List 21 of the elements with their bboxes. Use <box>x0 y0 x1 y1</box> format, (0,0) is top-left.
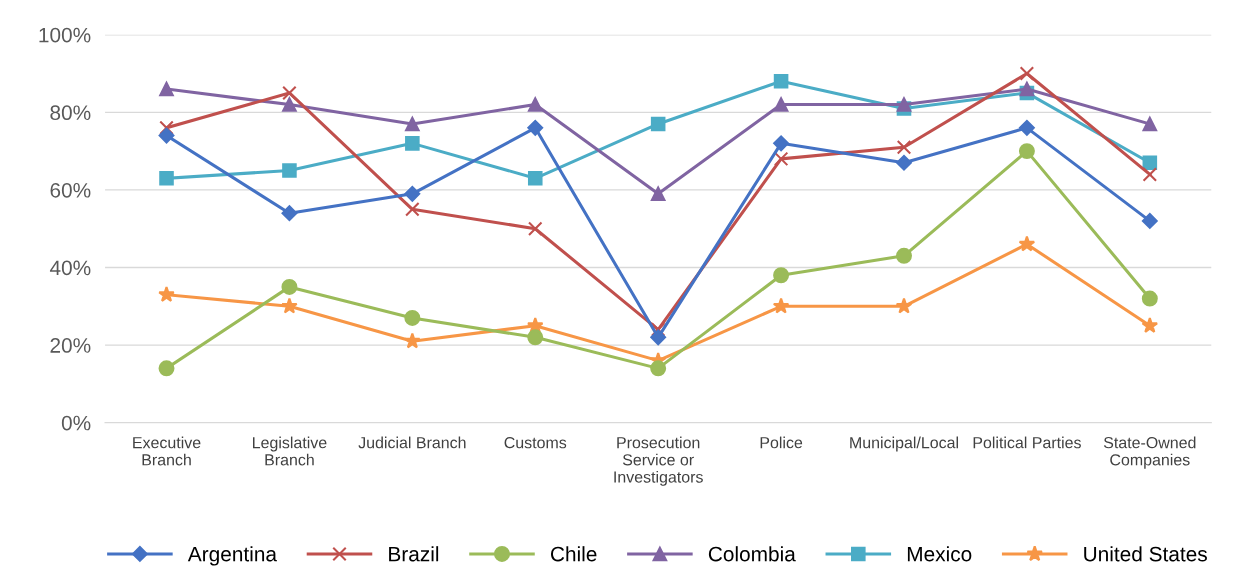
legend-label: Brazil <box>389 546 439 562</box>
legend-label: Chile <box>550 546 597 562</box>
y-tick-label: 40% <box>49 260 91 276</box>
x-tick-label: State-Owned Companies <box>1103 436 1196 469</box>
x-tick-label: Judicial Branch <box>358 436 466 449</box>
x-tick-label: Customs <box>504 436 567 449</box>
x-tick-label: Political Parties <box>973 436 1081 449</box>
x-tick-label: Municipal/Local <box>850 436 958 452</box>
legend-label: Argentina <box>187 546 277 566</box>
x-tick-label: Legislative Branch <box>253 436 327 466</box>
x-tick-label: Executive Branch <box>133 436 201 466</box>
y-tick-label: 0% <box>61 415 91 431</box>
legend-label: Colombia <box>708 546 796 562</box>
x-tick-label: Prosecution Service or Investigators <box>614 436 703 486</box>
x-tick-label: Police <box>760 436 803 449</box>
y-tick-label: 80% <box>50 105 91 121</box>
legend-label: United States <box>1084 546 1207 562</box>
legend-label: Mexico <box>907 546 972 562</box>
y-tick-label: 100% <box>39 27 91 43</box>
y-tick-label: 20% <box>50 338 91 353</box>
y-tick-label: 60% <box>50 182 91 198</box>
